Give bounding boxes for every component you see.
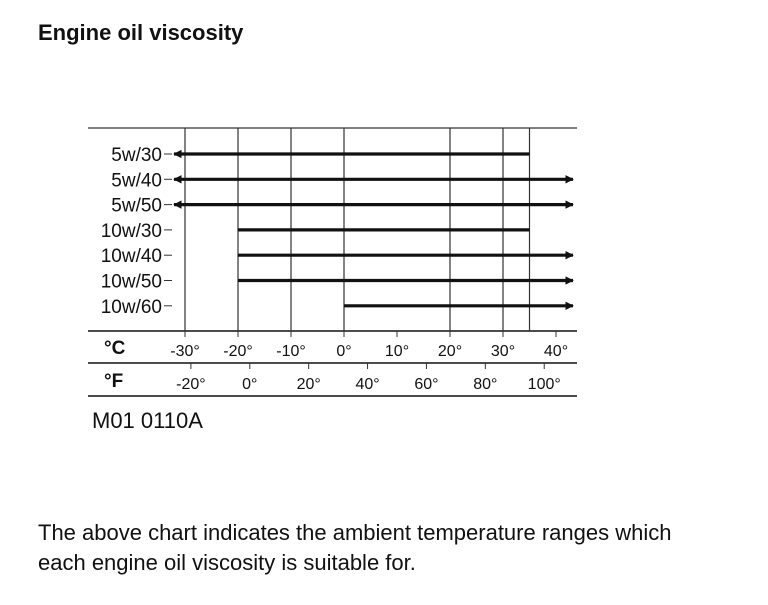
celsius-tick-label: 0°: [336, 343, 351, 360]
category-label: 10w/60: [101, 297, 162, 318]
fahrenheit-tick-label: 20°: [297, 376, 321, 393]
celsius-tick-label: -10°: [276, 343, 306, 360]
category-label: 10w/40: [101, 246, 162, 267]
celsius-tick-label: -30°: [170, 343, 200, 360]
labels-layer: 5w/30 5w/40 5w/50 10w/30 10w/40 10w/50 10w/60: [101, 145, 172, 318]
page-heading: Engine oil viscosity: [38, 20, 244, 45]
fahrenheit-tick-label: -20°: [176, 376, 206, 393]
fahrenheit-tick-label: 80°: [473, 376, 497, 393]
category-label: 10w/50: [101, 272, 162, 293]
fahrenheit-axis-label: °F: [104, 371, 123, 392]
axis-layer: °C -30° -20° -10° 0° 10° 20° 30° 40° °F -20° 0° 20° 4…: [104, 331, 568, 393]
category-label: 5w/30: [111, 145, 162, 166]
fahrenheit-tick-label: 40°: [355, 376, 379, 393]
chart-caption: The above chart indicates the ambient te…: [38, 520, 672, 575]
celsius-tick-label: 30°: [491, 343, 515, 360]
celsius-tick-label: -20°: [223, 343, 253, 360]
celsius-tick-label: 20°: [438, 343, 462, 360]
celsius-axis-label: °C: [104, 338, 126, 359]
category-label: 10w/30: [101, 221, 162, 242]
fahrenheit-tick-label: 60°: [414, 376, 438, 393]
fahrenheit-tick-label: 0°: [242, 376, 257, 393]
category-label: 5w/50: [111, 196, 162, 217]
bars-layer: [173, 149, 574, 310]
category-label: 5w/40: [111, 170, 162, 191]
figure-reference-code: M01 0110A: [92, 408, 203, 433]
celsius-tick-label: 10°: [385, 343, 409, 360]
fahrenheit-tick-label: 100°: [528, 376, 561, 393]
celsius-tick-label: 40°: [544, 343, 568, 360]
